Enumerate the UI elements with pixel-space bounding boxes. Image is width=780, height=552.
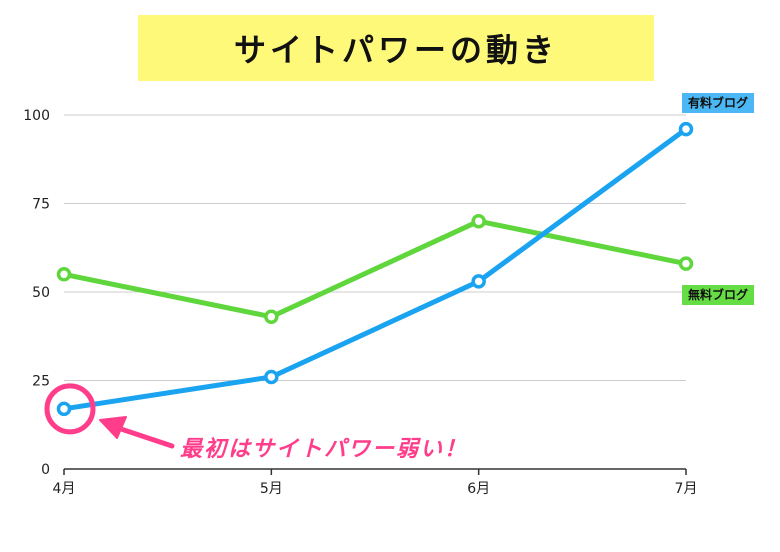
x-tick-label: 4月: [53, 481, 76, 497]
annotation-text: 最初はサイトパワー弱い！: [180, 437, 469, 462]
arrow-shaft: [115, 425, 175, 449]
legend-free-blog: 無料ブログ: [682, 284, 755, 305]
data-point: [678, 256, 694, 271]
data-point: [56, 401, 72, 417]
y-tick-label: 75: [32, 197, 50, 213]
data-point: [56, 267, 72, 282]
series-line: [61, 126, 689, 412]
legend-paid-blog: 有料ブログ: [682, 93, 755, 114]
y-tick-label: 100: [23, 108, 50, 124]
x-tick-label: 6月: [467, 481, 490, 497]
data-point: [471, 274, 486, 289]
y-tick-label: 25: [32, 374, 50, 390]
data-point: [264, 369, 279, 385]
series-line: [61, 218, 689, 320]
chart-title: サイトパワーの動き: [233, 31, 558, 69]
x-tick-label: 5月: [260, 481, 283, 497]
highlight-circle: [44, 383, 96, 435]
x-tick-label: 7月: [675, 481, 698, 497]
data-point: [264, 309, 279, 325]
arrow-head: [99, 416, 127, 439]
title-background: [138, 15, 654, 81]
y-tick-label: 0: [41, 462, 50, 478]
y-tick-label: 50: [32, 285, 50, 301]
data-point: [678, 121, 694, 137]
data-point: [471, 213, 486, 229]
